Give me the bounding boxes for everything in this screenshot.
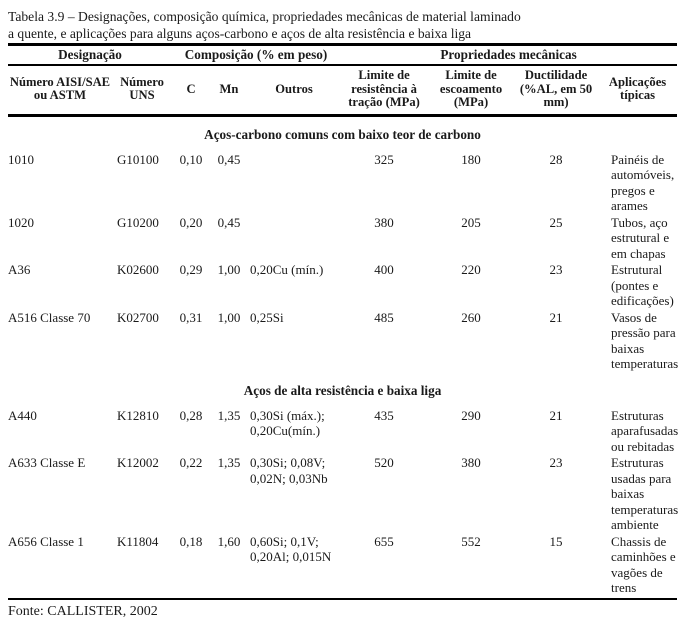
cell-aisi: A440 <box>8 407 37 423</box>
steel-row-1020: 1020 G10200 0,20 0,45 380 205 25 Tubos, … <box>8 215 677 263</box>
cell-aplicacoes: Estruturas aparafusadas ou rebitadas <box>611 407 679 454</box>
cell-mn: 1,60 <box>210 533 248 600</box>
cell-aisi: A656 Classe 1 <box>8 533 112 600</box>
cell-outros: 0,30Si (máx.); 0,20Cu(mín.) <box>250 407 325 439</box>
cell-outros: 0,30Si; 0,08V; 0,02N; 0,03Nb <box>250 455 328 486</box>
cell-aisi: A36 <box>8 262 31 277</box>
column-header-ductilidade: Ductilidade (%AL, em 50 mm) <box>514 65 599 117</box>
column-header-escoamento: Limite de escoamento (MPa) <box>428 65 515 117</box>
cell-outros <box>248 215 340 263</box>
column-header-resistencia: Limite de resistência à tração (MPa) <box>340 65 429 117</box>
cell-resistencia: 380 <box>374 214 394 230</box>
cell-mn: 1,35 <box>217 407 241 423</box>
source-note: Fonte: CALLISTER, 2002 <box>8 603 158 619</box>
cell-uns: K12810 <box>117 407 159 423</box>
steel-properties-table: Designação Composição (% em peso) Propri… <box>8 43 679 600</box>
cell-mn: 1,00 <box>217 309 241 325</box>
cell-ductilidade: 21 <box>549 309 563 325</box>
steel-row-1010: 1010 G10100 0,10 0,45 325 180 28 Painéis… <box>8 152 677 215</box>
column-header-c: C <box>172 65 210 117</box>
cell-c: 0,20 <box>179 214 203 230</box>
cell-escoamento: 552 <box>428 533 515 600</box>
cell-resistencia: 435 <box>374 407 394 423</box>
cell-c: 0,29 <box>179 262 203 277</box>
cell-resistencia: 325 <box>374 151 394 167</box>
cell-escoamento: 290 <box>461 407 481 423</box>
cell-c: 0,22 <box>179 455 203 470</box>
cell-aisi: 1020 <box>8 214 34 230</box>
section-header-row: Aços de alta resistência e baixa liga <box>8 373 677 408</box>
column-header-aisi: Número AISI/SAE ou ASTM <box>8 65 112 117</box>
cell-uns: G10200 <box>117 214 159 230</box>
cell-mn: 1,35 <box>217 455 241 470</box>
group-header-composicao: Composição (% em peso) <box>172 43 341 66</box>
table-caption-line1: Tabela 3.9 – Designações, composição quí… <box>8 9 521 24</box>
cell-uns: K02600 <box>117 262 159 277</box>
cell-ductilidade: 23 <box>549 262 563 277</box>
steel-row-a36: A36 K02600 0,29 1,00 0,20Cu (mín.) 400 2… <box>8 262 677 310</box>
cell-c: 0,10 <box>179 151 203 167</box>
cell-ductilidade: 21 <box>549 407 563 423</box>
cell-c: 0,31 <box>179 309 203 325</box>
cell-aisi: A633 Classe E <box>8 455 86 470</box>
column-header-outros: Outros <box>248 65 341 117</box>
cell-ductilidade: 15 <box>514 533 599 600</box>
cell-escoamento: 205 <box>461 214 481 230</box>
cell-ductilidade: 28 <box>549 151 563 167</box>
cell-ductilidade: 25 <box>549 214 563 230</box>
cell-aplicacoes: Painéis de automóveis, pregos e arames <box>611 151 675 214</box>
section-label-carbon-steels: Aços-carbono comuns com baixo teor de ca… <box>204 126 481 142</box>
group-header-designacao: Designação <box>8 43 172 66</box>
cell-c: 0,18 <box>172 533 210 600</box>
cell-mn: 0,45 <box>217 151 241 167</box>
cell-outros <box>248 152 340 215</box>
column-header-uns: Número UNS <box>112 65 172 117</box>
table-caption-line2: a quente, e aplicações para alguns aços-… <box>8 26 472 41</box>
group-header-propriedades: Propriedades mecânicas <box>340 43 678 66</box>
cell-aplicacoes: Estruturas usadas para baixas temperatur… <box>611 455 679 532</box>
steel-row-a516: A516 Classe 70 K02700 0,31 1,00 0,25Si 4… <box>8 309 679 373</box>
cell-escoamento: 260 <box>461 309 481 325</box>
cell-aplicacoes: Vasos de pressão para baixas temperatura… <box>611 309 679 372</box>
group-header-row: Designação Composição (% em peso) Propri… <box>8 43 678 66</box>
cell-ductilidade: 23 <box>549 455 563 470</box>
cell-resistencia: 485 <box>374 309 394 325</box>
cell-outros: 0,60Si; 0,1V; 0,20Al; 0,015N <box>248 533 341 600</box>
cell-uns: K11804 <box>112 533 172 600</box>
cell-aplicacoes: Chassis de caminhões e vagões de trens <box>598 533 678 600</box>
steel-row-a656: A656 Classe 1 K11804 0,18 1,60 0,60Si; 0… <box>8 533 678 600</box>
cell-resistencia: 520 <box>374 455 394 470</box>
cell-escoamento: 380 <box>461 455 481 470</box>
cell-mn: 0,45 <box>217 214 241 230</box>
cell-outros: 0,20Cu (mín.) <box>250 262 324 277</box>
cell-mn: 1,00 <box>217 262 241 277</box>
cell-uns: K12002 <box>117 455 159 470</box>
cell-uns: G10100 <box>117 151 159 167</box>
cell-uns: K02700 <box>117 309 159 325</box>
cell-aisi: A516 Classe 70 <box>8 309 91 325</box>
cell-outros: 0,25Si <box>250 309 284 325</box>
section-header-row: Aços-carbono comuns com baixo teor de ca… <box>8 115 677 152</box>
steel-row-a633: A633 Classe E K12002 0,22 1,35 0,30Si; 0… <box>8 455 679 534</box>
cell-c: 0,28 <box>179 407 203 423</box>
steel-row-a440: A440 K12810 0,28 1,35 0,30Si (máx.); 0,2… <box>8 407 679 456</box>
section-label-hsla-steels: Aços de alta resistência e baixa liga <box>243 382 442 398</box>
column-header-row: Número AISI/SAE ou ASTM Número UNS C Mn … <box>8 65 678 117</box>
cell-resistencia: 400 <box>374 262 394 277</box>
cell-aisi: 1010 <box>8 151 34 167</box>
column-header-aplicacoes: Aplicações típicas <box>598 65 678 117</box>
cell-aplicacoes: Tubos, aço estrutural e em chapas <box>611 214 670 261</box>
column-header-mn: Mn <box>210 65 248 117</box>
cell-resistencia: 655 <box>340 533 429 600</box>
cell-aplicacoes: Estrutural (pontes e edificações) <box>611 262 674 308</box>
table-caption: Tabela 3.9 – Designações, composição quí… <box>8 8 683 42</box>
cell-escoamento: 180 <box>461 151 481 167</box>
cell-escoamento: 220 <box>461 262 481 277</box>
